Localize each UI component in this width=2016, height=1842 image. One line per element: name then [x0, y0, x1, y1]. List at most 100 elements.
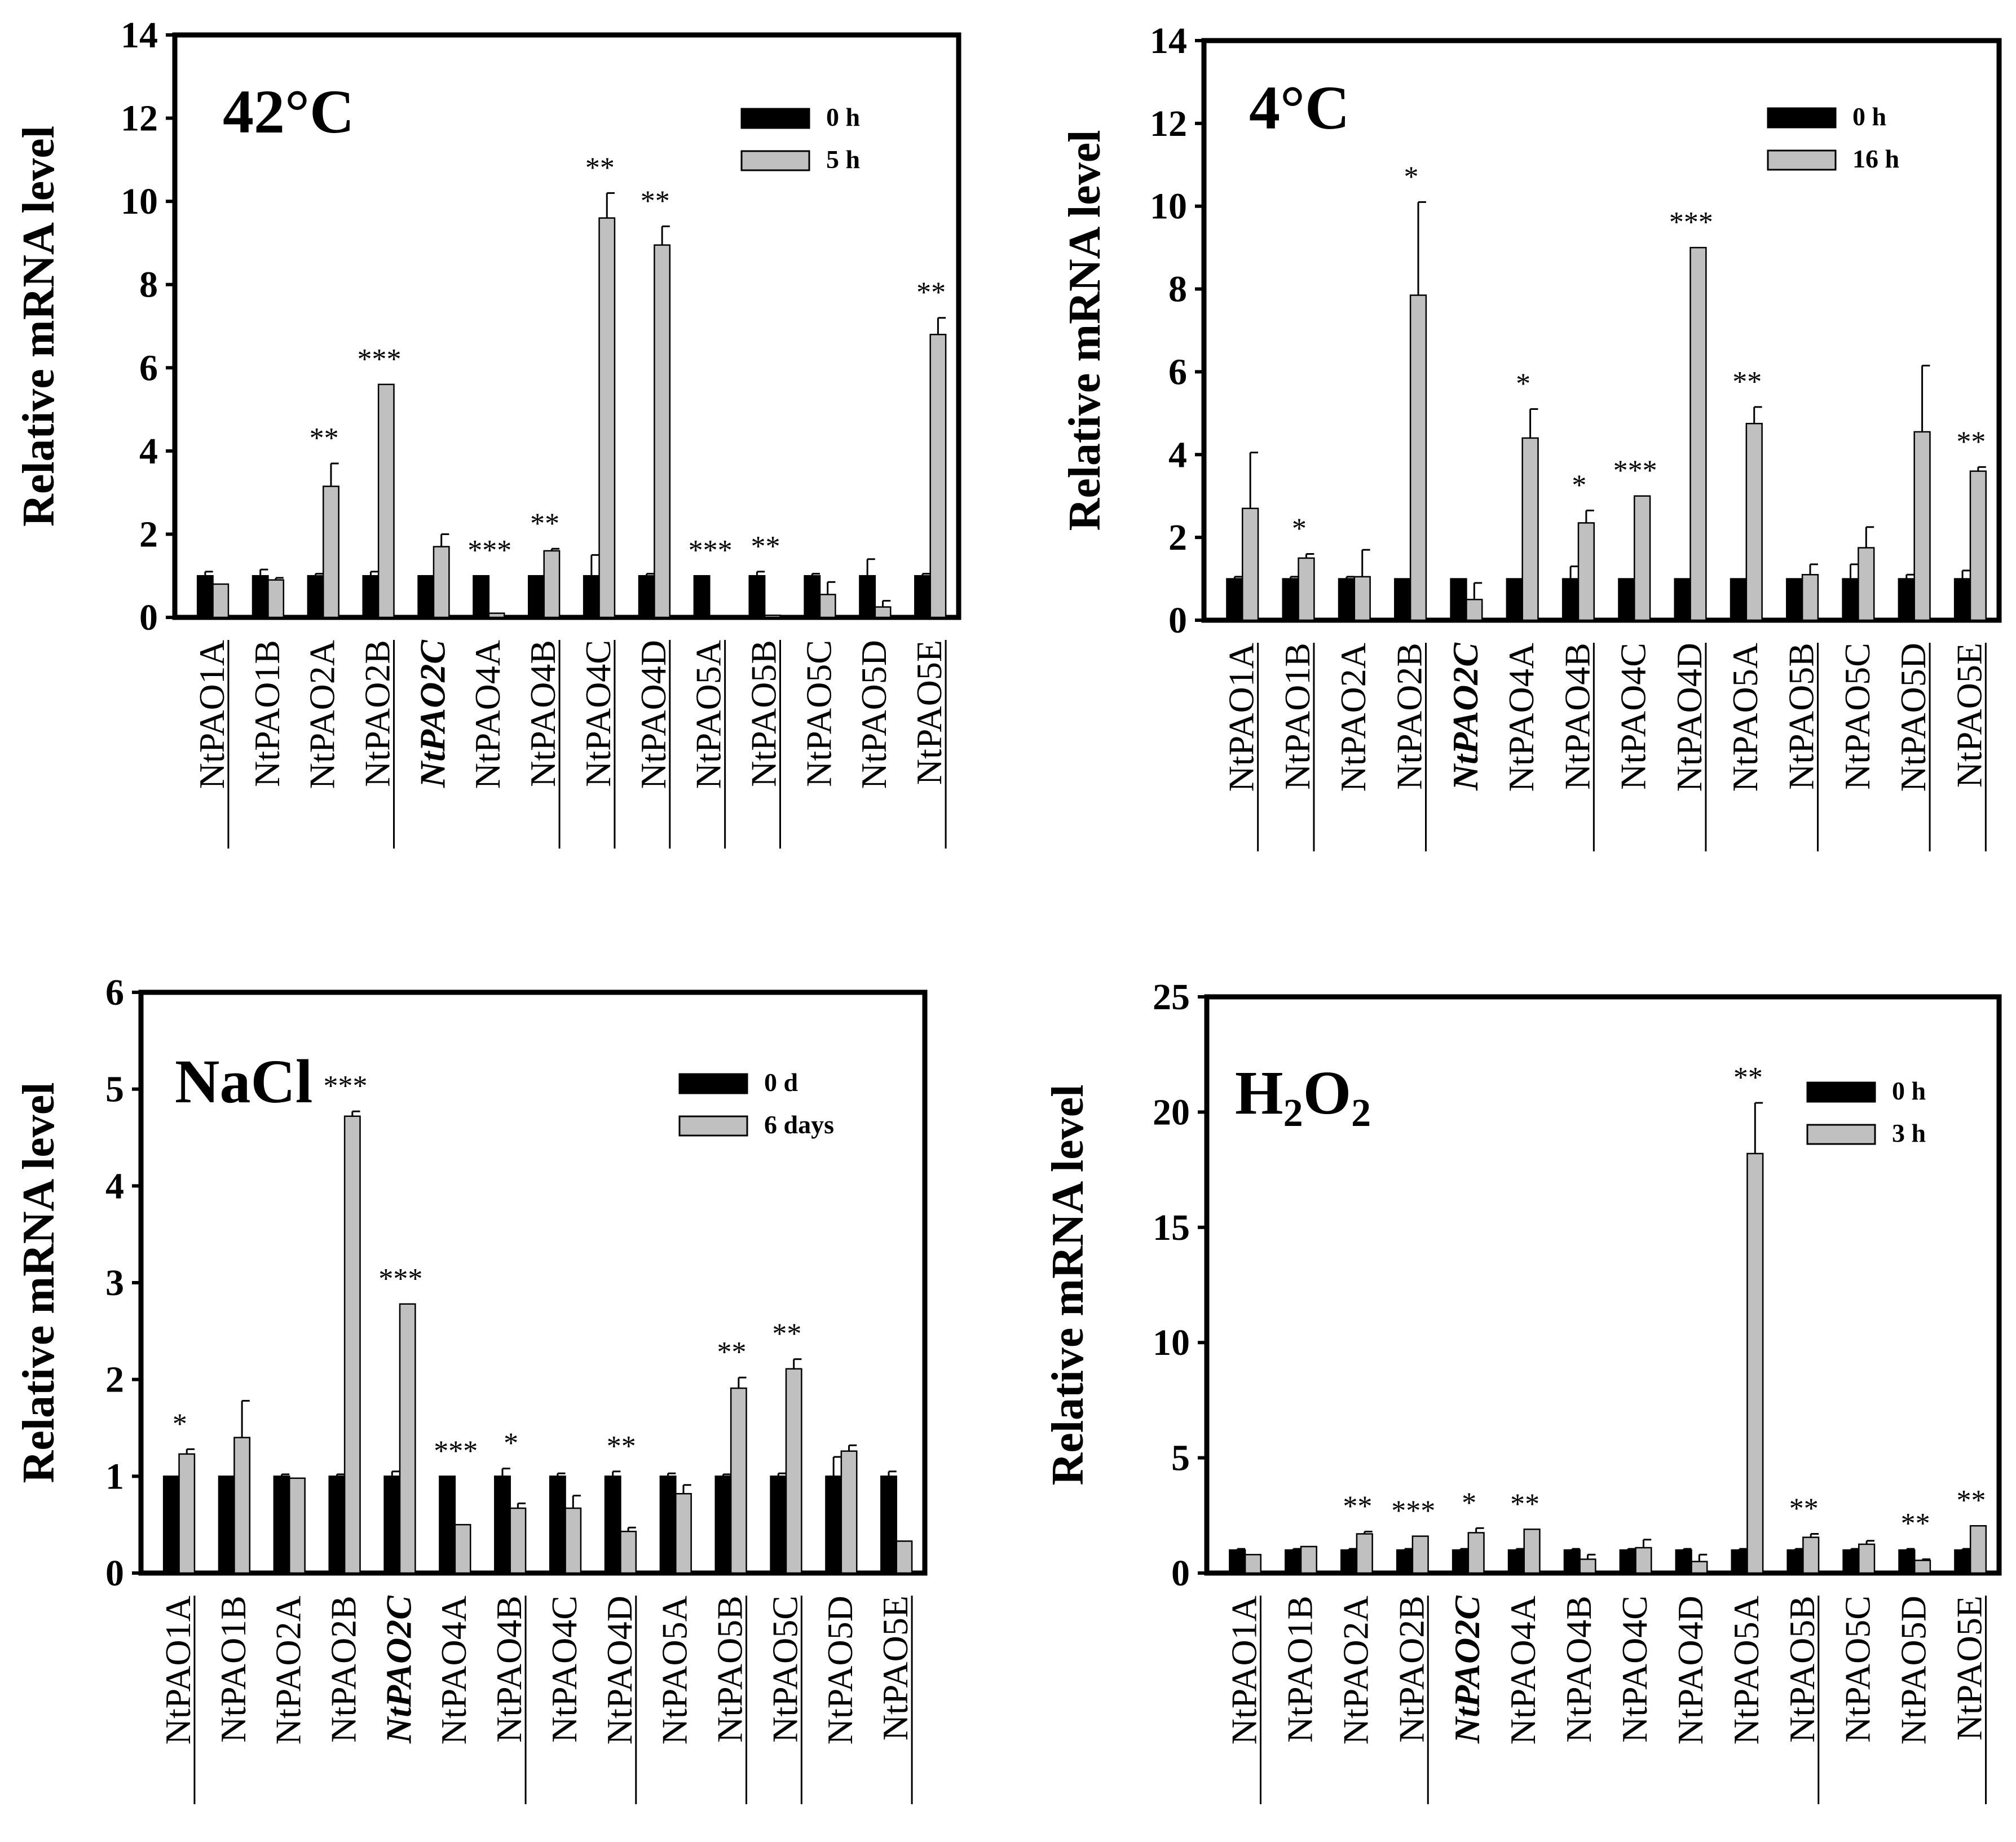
- bar: [1521, 437, 1539, 621]
- significance-marker: **: [1343, 1490, 1372, 1522]
- category-label: NtPAO4C: [578, 640, 618, 787]
- y-tick-label: 4: [139, 431, 158, 472]
- bar: [328, 1476, 346, 1574]
- bar: [1801, 573, 1819, 621]
- category-label: NtPAO5D: [1894, 1596, 1934, 1744]
- bar: [1466, 599, 1483, 621]
- y-axis-label: Relative mRNA level: [1060, 130, 1110, 531]
- category-label: NtPAO4D: [1670, 1596, 1710, 1744]
- bar: [417, 575, 435, 619]
- category-label: NtPAO5A: [689, 640, 729, 789]
- bar: [1229, 1549, 1246, 1574]
- bar: [1842, 1549, 1860, 1574]
- category-label: NtPAO4B: [1559, 1596, 1599, 1743]
- y-tick-label: 20: [1153, 1092, 1190, 1133]
- bar: [1523, 1529, 1541, 1574]
- bar: [433, 546, 450, 619]
- bar: [1689, 246, 1707, 621]
- category-label: NtPAO5E: [875, 1596, 915, 1741]
- y-tick-label: 25: [1153, 977, 1190, 1018]
- y-tick-label: 6: [105, 972, 124, 1013]
- y-tick-label: 6: [139, 347, 158, 388]
- bar: [914, 575, 931, 619]
- y-tick-label: 1: [105, 1456, 124, 1497]
- bar: [273, 1476, 290, 1574]
- bar: [764, 615, 781, 619]
- significance-marker: **: [641, 185, 670, 217]
- category-label: NtPAO2B: [1391, 1596, 1431, 1743]
- bar: [362, 575, 380, 619]
- y-tick-label: 12: [121, 98, 158, 139]
- bar: [1300, 1545, 1317, 1574]
- category-label: NtPAO5A: [1726, 1596, 1766, 1744]
- legend-swatch: [678, 1115, 748, 1137]
- category-label: NtPAO4B: [523, 640, 563, 787]
- category-label: NtPAO5C: [1837, 643, 1877, 790]
- category-label: NtPAO1A: [158, 1596, 198, 1744]
- legend-label: 6 days: [764, 1110, 834, 1139]
- bar: [162, 1476, 180, 1574]
- chart-title-part: 2: [1283, 1092, 1303, 1135]
- category-label: NtPAO4A: [434, 1596, 474, 1744]
- plot-frame: [172, 32, 961, 620]
- bar: [1691, 1561, 1708, 1574]
- category-label: NtPAO5E: [1949, 643, 1989, 788]
- chart-title: 42°C: [223, 77, 354, 146]
- bar: [1242, 507, 1259, 621]
- significance-marker: **: [717, 1336, 747, 1368]
- bar: [1409, 294, 1427, 621]
- category-label: NtPAO5B: [1781, 643, 1821, 790]
- bar: [307, 575, 324, 619]
- significance-marker: *: [173, 1408, 187, 1440]
- bar: [488, 612, 505, 619]
- category-label: NtPAO4D: [1669, 643, 1709, 792]
- bar: [1467, 1532, 1485, 1574]
- legend-label: 3 h: [1892, 1119, 1926, 1147]
- category-label: NtPAO2A: [1333, 643, 1373, 792]
- bar: [1411, 1535, 1429, 1574]
- y-tick-label: 2: [105, 1359, 124, 1401]
- y-axis-label: Relative mRNA level: [14, 1083, 64, 1483]
- bar: [620, 1530, 637, 1574]
- bar: [252, 575, 269, 619]
- chart-panel-42c: 0 2 4 6 8 10 12 14 Relative mRNA level 42°C 0 h 5 h…: [14, 15, 961, 849]
- y-tick-label: 3: [105, 1262, 124, 1304]
- category-label: NtPAO5A: [655, 1596, 695, 1744]
- bar: [804, 575, 821, 619]
- chart-title-part: O: [1303, 1058, 1352, 1127]
- y-tick-label: 8: [1168, 269, 1187, 310]
- significance-marker: *: [1516, 368, 1530, 400]
- category-label: NtPAO2A: [268, 1596, 308, 1744]
- category-label: NtPAO4C: [1614, 1596, 1655, 1743]
- bar: [1298, 557, 1315, 621]
- bar: [1507, 1549, 1525, 1574]
- bar: [1579, 1558, 1596, 1574]
- bar: [874, 606, 892, 619]
- bar: [1674, 578, 1691, 621]
- y-axis-label: Relative mRNA level: [14, 126, 64, 527]
- significance-marker: *: [1404, 161, 1419, 193]
- bar: [1730, 578, 1748, 621]
- bar: [1802, 1536, 1820, 1574]
- y-tick-label: 14: [121, 15, 158, 56]
- significance-marker: **: [530, 507, 559, 540]
- legend-swatch: [678, 1073, 748, 1094]
- bar: [1226, 578, 1243, 621]
- chart-panel-nacl: 0 1 2 3 4 5 6 Relative mRNA level NaCl 0 d 6 days *…: [14, 972, 928, 1804]
- y-tick-label: 6: [1168, 351, 1187, 392]
- bar: [343, 1115, 361, 1574]
- bar: [654, 244, 671, 619]
- category-label: NtPAO1A: [192, 640, 232, 789]
- legend-swatch: [1767, 107, 1837, 129]
- bar: [604, 1476, 621, 1574]
- legend-label: 0 h: [826, 103, 860, 131]
- bar: [233, 1437, 251, 1574]
- bar: [1285, 1549, 1302, 1574]
- category-label: NtPAO1B: [247, 640, 287, 787]
- bar: [1452, 1549, 1470, 1574]
- significance-marker: **: [916, 277, 946, 309]
- bar: [1969, 1525, 1987, 1574]
- bar: [598, 217, 616, 619]
- category-label: NtPAO5D: [1893, 643, 1933, 792]
- bar: [1618, 578, 1635, 621]
